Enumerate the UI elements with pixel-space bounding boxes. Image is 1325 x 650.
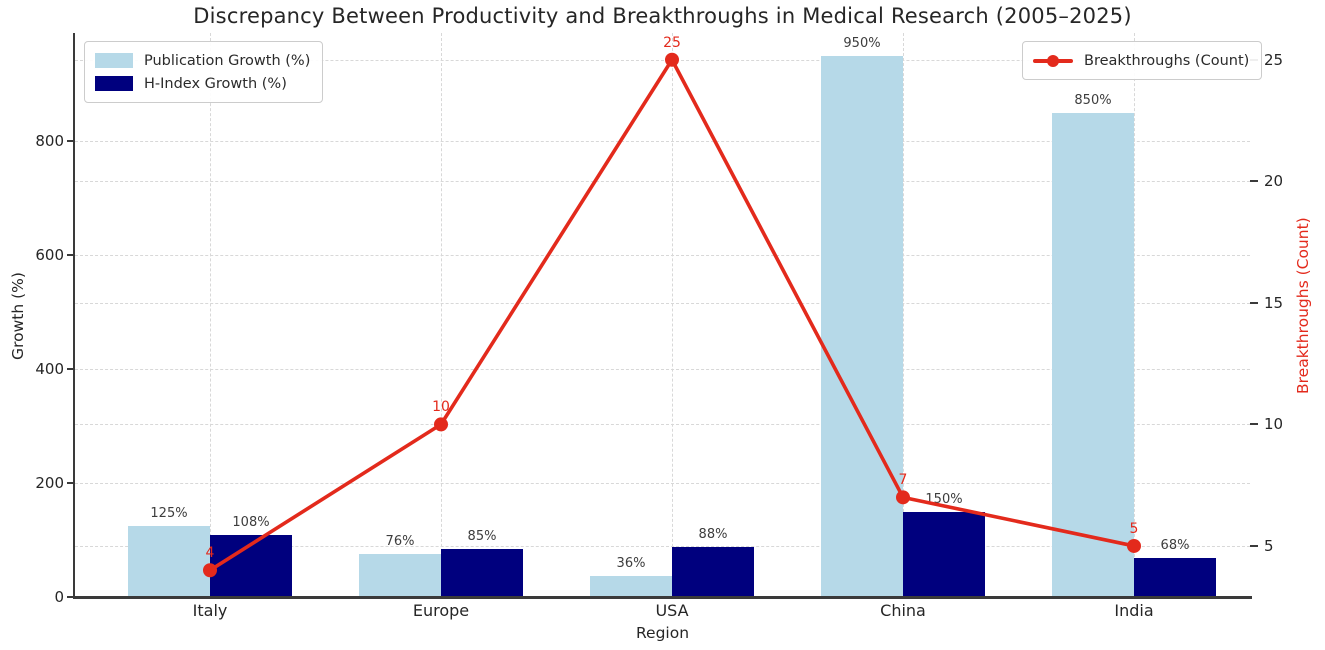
- left-tick-mark: [67, 482, 75, 485]
- x-tick-label-china: China: [880, 601, 926, 620]
- breakthroughs-line-sample: [1033, 53, 1073, 68]
- publication-growth-swatch: [95, 53, 133, 68]
- line-marker-italy: [203, 563, 217, 578]
- x-tick-label-india: India: [1114, 601, 1154, 620]
- gridline-vertical: [210, 33, 211, 597]
- left-tick-mark: [67, 368, 75, 371]
- line-value-label: 7: [898, 472, 908, 489]
- legend-item-publication-growth: Publication Growth (%): [95, 49, 310, 72]
- bar-publication-usa: [590, 576, 672, 597]
- bar-publication-italy: [128, 525, 210, 597]
- gridline-horizontal: [75, 302, 1250, 304]
- bar-value-label: 850%: [1074, 92, 1112, 108]
- right-tick-label: 25: [1264, 50, 1284, 69]
- x-axis-title: Region: [635, 624, 690, 642]
- legend-label: Breakthroughs (Count): [1084, 52, 1250, 69]
- bar-hindex-usa: [672, 546, 754, 597]
- x-tick-label-usa: USA: [655, 601, 689, 620]
- gridline-vertical: [441, 33, 442, 597]
- bar-hindex-china: [903, 511, 985, 597]
- left-tick-label: 800: [35, 132, 64, 151]
- left-tick-mark: [67, 140, 75, 143]
- bottom-axis-spine: [73, 596, 1252, 599]
- chart-title: Discrepancy Between Productivity and Bre…: [193, 4, 1132, 28]
- legend-bars: Publication Growth (%) H-Index Growth (%…: [84, 41, 324, 103]
- gridline-horizontal: [75, 255, 1250, 257]
- gridline-horizontal: [75, 545, 1250, 547]
- gridline-horizontal: [75, 141, 1250, 143]
- left-tick-mark: [67, 596, 75, 598]
- bar-hindex-europe: [441, 548, 523, 597]
- bar-value-label: 950%: [843, 35, 881, 51]
- legend-label: H-Index Growth (%): [144, 75, 287, 92]
- right-tick-mark: [1250, 301, 1258, 304]
- left-axis-spine: [73, 33, 75, 599]
- line-value-label: 25: [663, 34, 681, 51]
- right-tick-mark: [1250, 180, 1258, 183]
- legend-label: Publication Growth (%): [144, 52, 311, 69]
- line-marker-usa: [665, 52, 679, 67]
- x-tick-label-europe: Europe: [412, 601, 470, 620]
- bar-value-label: 76%: [385, 533, 415, 549]
- bar-value-label: 68%: [1160, 538, 1190, 554]
- gridline-horizontal: [75, 369, 1250, 371]
- gridline-vertical: [672, 33, 673, 597]
- bar-value-label: 125%: [150, 505, 188, 521]
- hindex-growth-swatch: [95, 76, 133, 91]
- left-tick-label: 200: [35, 474, 64, 493]
- legend-item-breakthroughs: Breakthroughs (Count): [1033, 49, 1249, 72]
- line-marker-europe: [434, 417, 448, 432]
- line-value-label: 5: [1129, 520, 1139, 537]
- bar-hindex-india: [1134, 558, 1216, 597]
- bar-publication-europe: [359, 553, 441, 597]
- bar-publication-china: [821, 55, 903, 597]
- breakthroughs-line: [203, 52, 1141, 578]
- line-value-label: 4: [205, 545, 215, 562]
- gridline-horizontal: [75, 59, 1250, 61]
- gridline-horizontal: [75, 181, 1250, 183]
- left-tick-label: 600: [35, 246, 64, 265]
- line-marker-india: [1127, 538, 1141, 553]
- legend-line: Breakthroughs (Count): [1022, 41, 1263, 80]
- plot-area: 125% 76% 36% 950% 850% 108% 85% 88% 150% 68% 4 10 2…: [75, 33, 1250, 597]
- gridline-horizontal: [75, 424, 1250, 426]
- left-tick-label: 0: [54, 588, 64, 606]
- bar-value-label: 108%: [232, 515, 270, 531]
- right-tick-label: 10: [1264, 415, 1284, 434]
- gridline-horizontal: [75, 483, 1250, 485]
- right-axis-title: Breakthroughs (Count): [1294, 217, 1312, 394]
- line-value-label: 10: [432, 399, 450, 416]
- gridline-vertical: [1134, 33, 1135, 597]
- right-tick-label: 5: [1264, 536, 1274, 555]
- bar-value-label: 36%: [616, 556, 646, 572]
- right-tick-label: 15: [1264, 293, 1284, 312]
- x-tick-label-italy: Italy: [192, 601, 228, 620]
- right-tick-mark: [1250, 423, 1258, 426]
- left-tick-mark: [67, 254, 75, 257]
- bar-value-label: 85%: [467, 528, 497, 544]
- gridline-vertical: [903, 33, 904, 597]
- left-tick-label: 400: [35, 360, 64, 379]
- line-marker-china: [896, 490, 910, 505]
- right-tick-label: 20: [1264, 172, 1284, 191]
- legend-item-hindex-growth: H-Index Growth (%): [95, 72, 310, 95]
- bar-value-label: 88%: [698, 526, 728, 542]
- bar-publication-india: [1052, 112, 1134, 597]
- right-tick-mark: [1250, 544, 1258, 547]
